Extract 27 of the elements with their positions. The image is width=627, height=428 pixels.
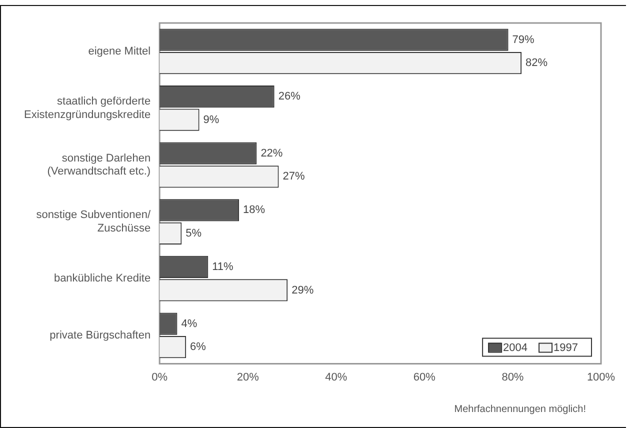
x-tick-label: 40%: [325, 371, 348, 384]
x-tick-label: 80%: [502, 371, 524, 384]
text: Mehrfachnennungen möglich!: [454, 404, 586, 415]
data-label: 29%: [292, 284, 314, 296]
x-tick-label: 100%: [586, 371, 616, 384]
data-label: 26%: [278, 90, 301, 103]
data-label: 82%: [526, 57, 548, 70]
data-label: 5%: [186, 227, 202, 240]
legend-label: 2004: [503, 342, 528, 354]
y-tick-label: staatlich geförderte Existenzgründungskredite: [24, 96, 151, 121]
x-tick-label: 60%: [413, 371, 436, 384]
legend-label: 1997: [554, 342, 578, 354]
data-label: 9%: [203, 114, 220, 126]
data-label: 6%: [190, 341, 206, 354]
data-label: 27%: [282, 170, 305, 183]
x-tick-label: 20%: [236, 371, 260, 384]
data-label: 18%: [243, 204, 266, 216]
x-tick-label: 0%: [152, 371, 168, 384]
y-tick-label: private Bürgschaften: [50, 329, 151, 342]
y-tick-label: eigene Mittel: [88, 45, 151, 58]
data-label: 79%: [512, 34, 535, 46]
y-tick-label: bankübliche Kredite: [54, 272, 151, 285]
data-label: 4%: [181, 318, 198, 330]
y-tick-label: sonstige Darlehen (Verwandtschaft etc.): [47, 152, 151, 178]
y-tick-label: sonstige Subventionen/ Zuschüsse: [36, 209, 152, 234]
data-label: 11%: [212, 260, 234, 273]
data-label: 22%: [260, 147, 283, 160]
